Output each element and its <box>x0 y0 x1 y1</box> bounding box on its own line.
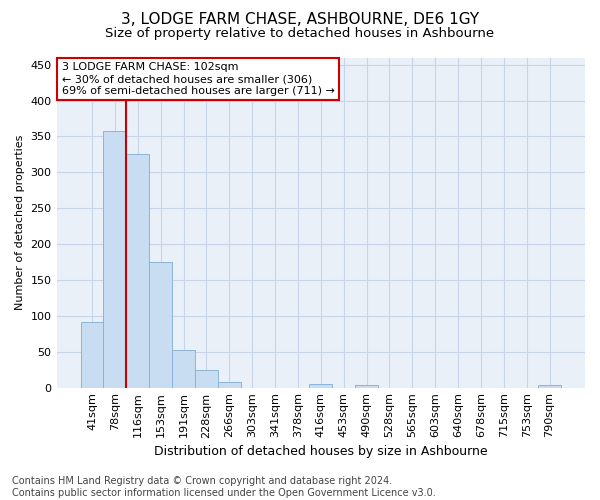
Bar <box>310 384 332 388</box>
Text: 3, LODGE FARM CHASE, ASHBOURNE, DE6 1GY: 3, LODGE FARM CHASE, ASHBOURNE, DE6 1GY <box>121 12 479 28</box>
Text: Contains HM Land Registry data © Crown copyright and database right 2024.
Contai: Contains HM Land Registry data © Crown c… <box>12 476 436 498</box>
Bar <box>355 384 378 388</box>
Y-axis label: Number of detached properties: Number of detached properties <box>15 135 25 310</box>
Bar <box>218 382 241 388</box>
Text: Size of property relative to detached houses in Ashbourne: Size of property relative to detached ho… <box>106 28 494 40</box>
X-axis label: Distribution of detached houses by size in Ashbourne: Distribution of detached houses by size … <box>154 444 488 458</box>
Text: 3 LODGE FARM CHASE: 102sqm
← 30% of detached houses are smaller (306)
69% of sem: 3 LODGE FARM CHASE: 102sqm ← 30% of deta… <box>62 62 335 96</box>
Bar <box>127 154 149 388</box>
Bar <box>172 350 195 388</box>
Bar <box>195 370 218 388</box>
Bar <box>103 132 127 388</box>
Bar <box>538 384 561 388</box>
Bar <box>149 262 172 388</box>
Bar <box>80 322 103 388</box>
